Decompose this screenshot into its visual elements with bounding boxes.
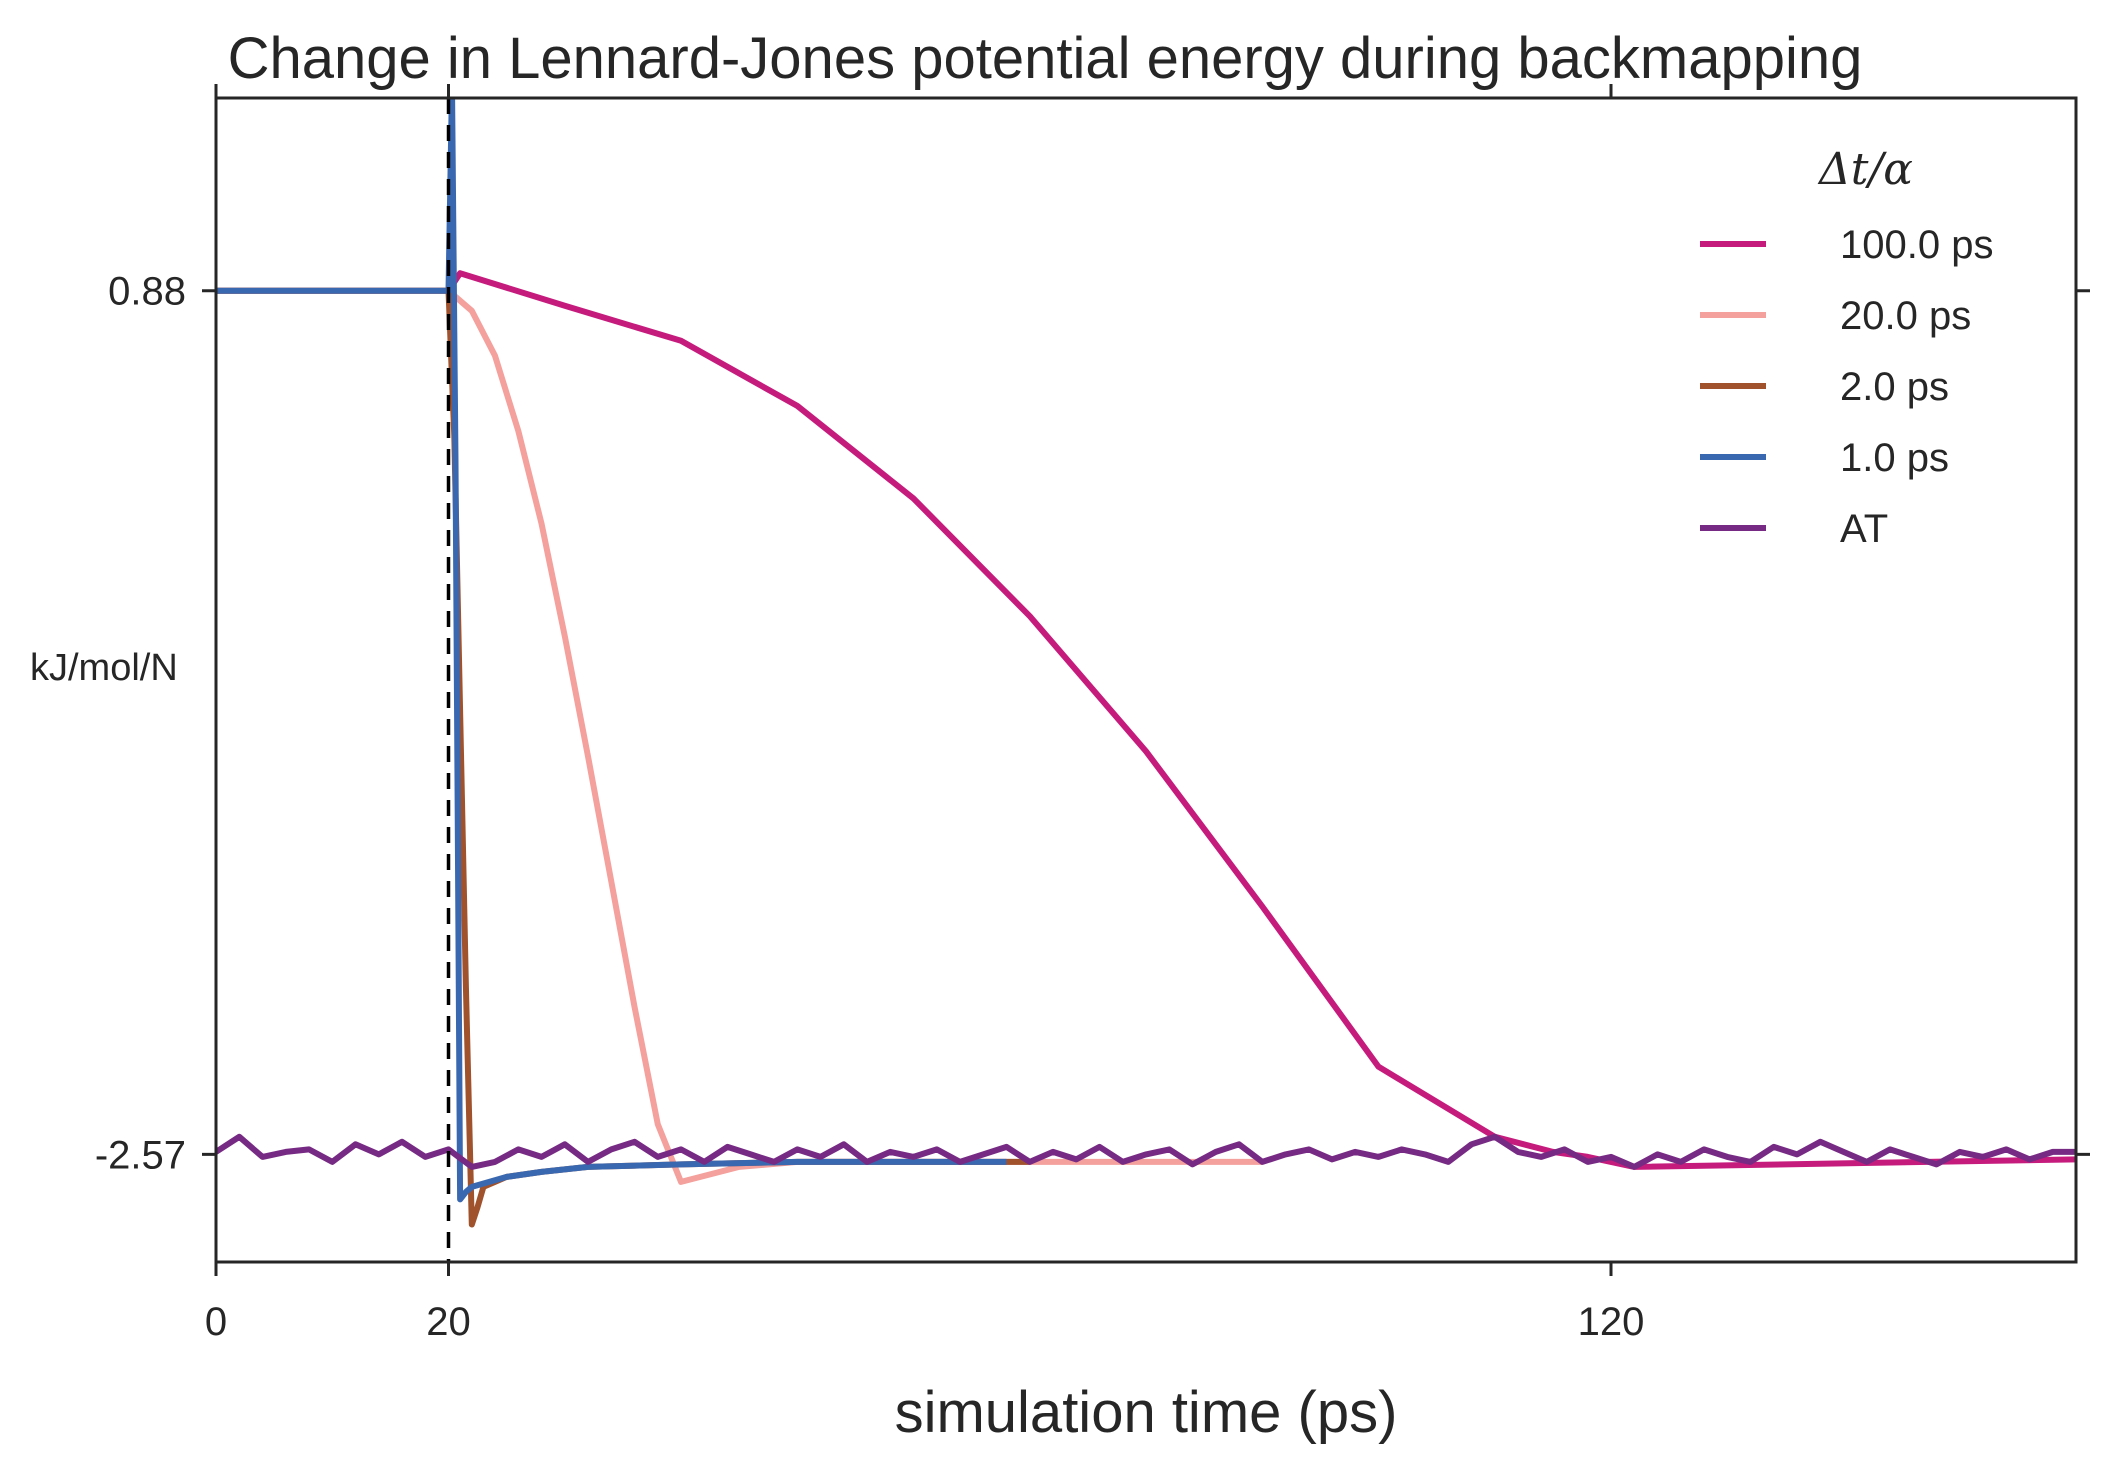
series-line-1 [216, 287, 1263, 1185]
series-line-2 [216, 287, 1030, 1228]
legend-label-2: 2.0 ps [1840, 365, 1949, 409]
series-line-0 [216, 270, 2076, 1170]
x-axis-label: simulation time (ps) [895, 1380, 1398, 1445]
y-axis-label: kJ/mol/N [30, 647, 178, 689]
legend-label-1: 20.0 ps [1840, 294, 1971, 338]
legend: Δt/α 100.0 ps 20.0 ps 2.0 ps 1.0 ps AT [1700, 144, 1993, 551]
x-tick-label-2: 120 [1578, 1300, 1645, 1344]
legend-label-0: 100.0 ps [1840, 223, 1993, 267]
y-tick-label-1: -2.57 [95, 1133, 186, 1177]
legend-title: Δt/α [1817, 144, 1913, 195]
chart-title: Change in Lennard-Jones potential energy… [228, 26, 1863, 91]
x-tick-label-0: 0 [205, 1300, 227, 1344]
legend-label-3: 1.0 ps [1840, 436, 1949, 480]
series-line-4 [216, 1133, 2076, 1170]
x-tick-label-1: 20 [426, 1300, 471, 1344]
series-line-3 [216, 98, 1007, 1203]
y-tick-label-0: 0.88 [108, 270, 186, 314]
plot-area-frame [214, 96, 2078, 1264]
legend-label-4: AT [1840, 507, 1888, 551]
axis-ticks: 0 20 120 0.88 -2.57 [95, 84, 2090, 1344]
series-layer [216, 98, 2076, 1262]
